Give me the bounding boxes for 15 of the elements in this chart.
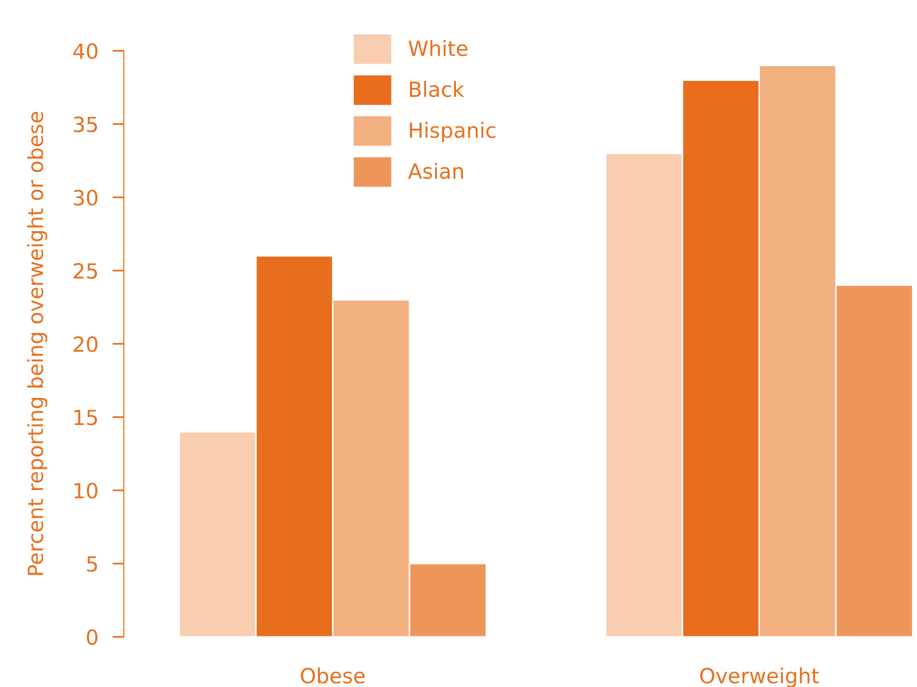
y-tick-label: 20 [74, 336, 98, 352]
y-tick-label: 0 [86, 629, 98, 646]
y-axis-title: Percent reporting being overweight or obese [27, 112, 48, 575]
y-tick-label: 10 [74, 482, 98, 499]
legend-label: Asian [408, 162, 464, 179]
legend-label: White [408, 40, 468, 56]
y-tick-label: 40 [73, 43, 98, 60]
y-tick-label: 25 [74, 263, 97, 279]
y-tick-label: 30 [74, 190, 98, 206]
y-tick-label: 15 [74, 410, 97, 426]
legend-label: Black [410, 80, 464, 98]
y-tick-label: 35 [74, 116, 97, 132]
x-tick-label: Obese [300, 667, 365, 684]
y-tick-label: 5 [87, 556, 97, 572]
legend-label: Hispanic [410, 122, 496, 142]
